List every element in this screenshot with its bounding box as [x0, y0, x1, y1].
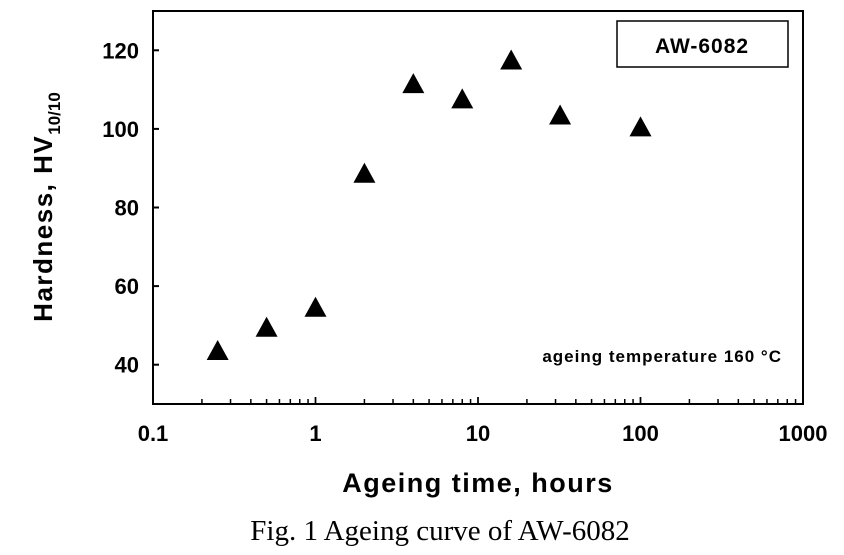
x-tick-label: 1 [309, 421, 321, 446]
figure-caption: Fig. 1 Ageing curve of AW-6082 [250, 515, 629, 547]
y-axis-label-subscript: 10/10 [45, 92, 64, 135]
legend-label: AW-6082 [655, 35, 749, 58]
data-point-triangle [629, 116, 652, 137]
data-point-triangle [353, 162, 376, 183]
x-tick-label: 10 [466, 421, 490, 446]
y-tick-label: 40 [115, 353, 139, 378]
data-point-triangle [549, 104, 572, 125]
y-tick-label: 100 [102, 117, 139, 142]
data-point-triangle [451, 88, 474, 109]
data-point-triangle [206, 339, 229, 360]
x-axis-label: Ageing time, hours [342, 468, 614, 498]
x-tick-label: 1000 [779, 421, 828, 446]
y-tick-label: 80 [115, 196, 139, 221]
y-axis-label: Hardness, HV [28, 135, 58, 322]
data-point-triangle [304, 296, 327, 317]
data-point-triangle [255, 316, 278, 337]
svg-text:Hardness, HV10/10: Hardness, HV10/10 [28, 92, 64, 322]
data-point-triangle [500, 49, 523, 70]
x-tick-label: 100 [622, 421, 659, 446]
data-point-triangle [402, 73, 425, 94]
y-tick-label: 60 [115, 274, 139, 299]
legend-box [616, 20, 789, 68]
annotation-temperature: ageing temperature 160 °C [542, 347, 782, 366]
plot-frame [152, 10, 804, 405]
y-tick-label: 120 [102, 38, 139, 63]
x-tick-label: 0.1 [138, 421, 169, 446]
